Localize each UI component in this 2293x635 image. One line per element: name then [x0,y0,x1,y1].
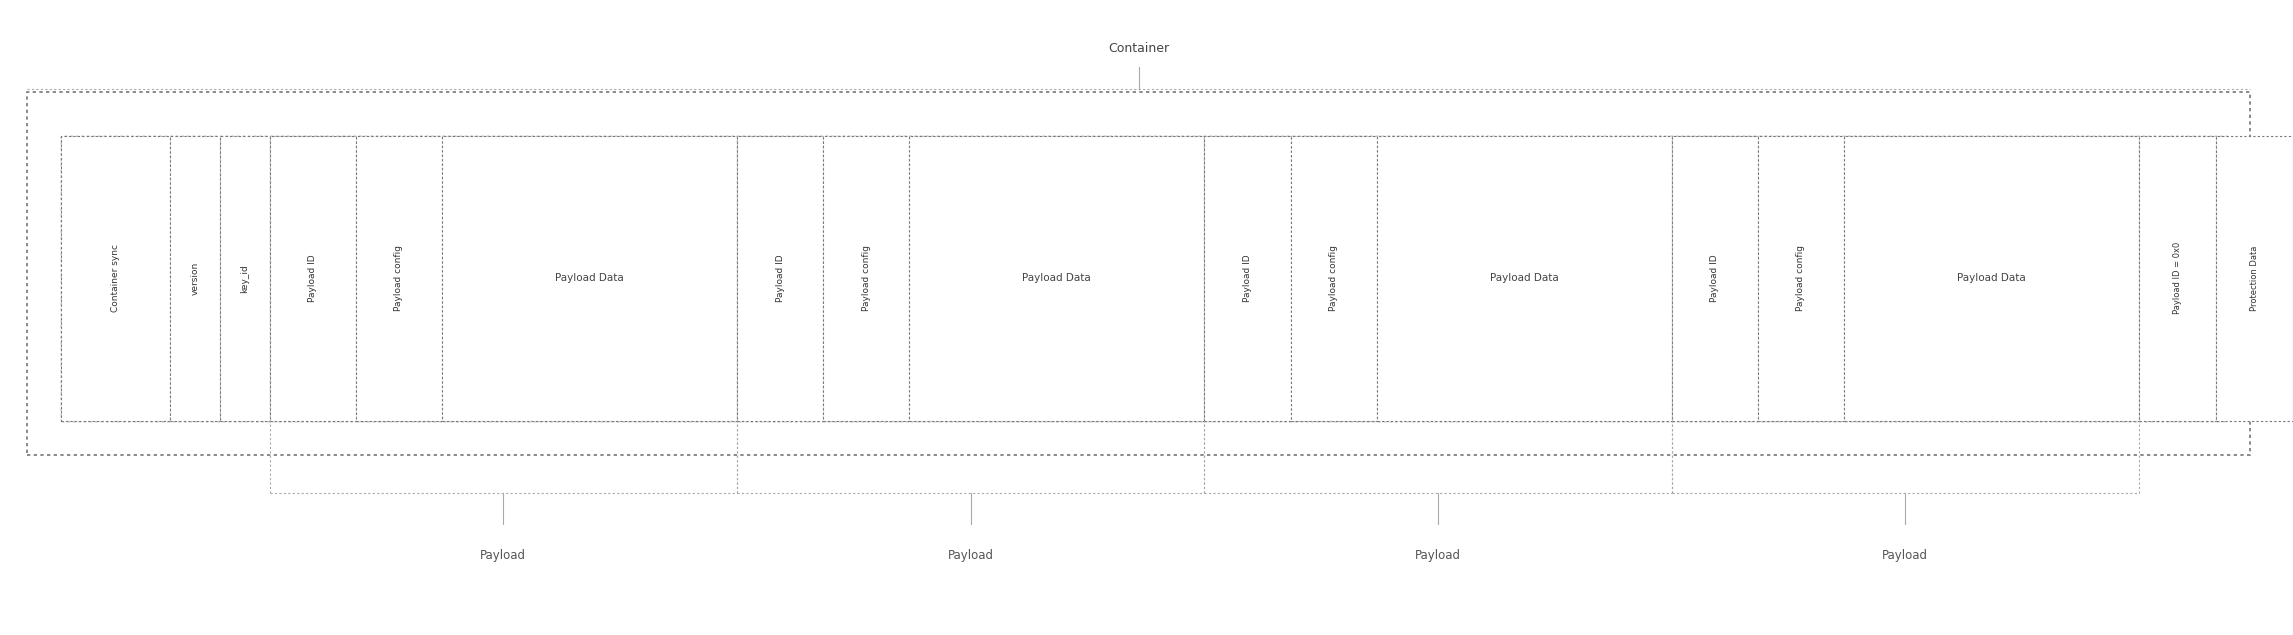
Text: Payload config: Payload config [1795,245,1805,311]
Text: Payload ID: Payload ID [1711,255,1720,302]
Text: version: version [190,262,199,295]
Bar [1672,136,1759,421]
Text: Protection Data: Protection Data [2249,246,2259,311]
Bar [1672,136,2139,421]
Text: Payload ID: Payload ID [1243,255,1252,302]
Bar [2215,136,2293,421]
Bar [220,136,271,421]
Bar [1291,136,1376,421]
Text: Payload: Payload [479,549,527,562]
Text: Container: Container [1108,41,1169,55]
Bar [355,136,443,421]
Bar [62,136,170,421]
Bar [736,136,823,421]
Text: Payload ID: Payload ID [307,255,316,302]
Text: Payload config: Payload config [862,245,871,311]
Bar [28,92,2249,455]
Bar [910,136,1204,421]
Bar [1204,136,1291,421]
Text: Container sync: Container sync [110,244,119,312]
Bar [736,136,1204,421]
Text: Payload: Payload [1883,549,1928,562]
Bar [1204,136,1672,421]
Text: Payload Data: Payload Data [1023,273,1091,283]
Bar [1844,136,2139,421]
Bar [271,136,355,421]
Text: Payload ID: Payload ID [775,255,784,302]
Bar [170,136,220,421]
Bar [1759,136,1844,421]
Text: Payload config: Payload config [1330,245,1339,311]
Text: Payload config: Payload config [394,245,404,311]
Bar [823,136,910,421]
Bar [2139,136,2215,421]
Text: key_id: key_id [241,264,250,293]
Text: Payload Data: Payload Data [1958,273,2027,283]
Text: Payload: Payload [947,549,993,562]
Bar [1376,136,1672,421]
Text: Payload: Payload [1415,549,1461,562]
Bar [271,136,736,421]
Bar [62,136,2227,421]
Bar [443,136,736,421]
Text: Payload Data: Payload Data [1490,273,1559,283]
Text: Payload Data: Payload Data [555,273,624,283]
Text: Payload ID = 0x0: Payload ID = 0x0 [2174,242,2183,314]
